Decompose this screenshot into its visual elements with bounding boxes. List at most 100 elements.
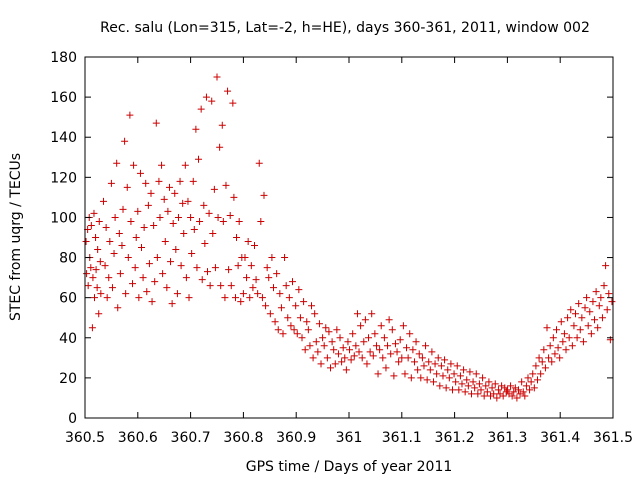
data-point <box>293 330 301 338</box>
data-point <box>217 282 225 290</box>
data-point <box>586 308 594 316</box>
data-point <box>90 209 98 217</box>
data-point <box>269 284 277 292</box>
data-point <box>584 322 592 330</box>
data-point <box>325 328 333 336</box>
data-point <box>243 274 251 282</box>
data-point <box>597 294 605 302</box>
data-point <box>450 370 458 378</box>
data-point <box>562 346 570 354</box>
data-point <box>172 246 180 254</box>
data-point <box>124 254 132 262</box>
data-point <box>95 217 103 225</box>
y-tick-label: 100 <box>50 210 77 226</box>
data-point <box>518 378 526 386</box>
data-point <box>320 342 328 350</box>
data-point <box>179 199 187 207</box>
data-point <box>89 274 97 282</box>
data-point <box>160 195 168 203</box>
x-tick-label: 361.2 <box>435 430 475 446</box>
data-point <box>184 197 192 205</box>
data-point <box>246 294 254 302</box>
data-point <box>282 282 290 290</box>
x-tick-label: 361 <box>336 430 363 446</box>
data-point <box>317 360 325 368</box>
data-point <box>105 274 113 282</box>
data-point <box>485 378 493 386</box>
data-point <box>122 290 130 298</box>
data-point <box>87 264 95 272</box>
data-point <box>190 225 198 233</box>
data-point <box>181 161 189 169</box>
data-point <box>391 340 399 348</box>
data-point <box>434 354 442 362</box>
data-point <box>167 258 175 266</box>
data-point <box>263 264 271 272</box>
data-point <box>448 386 456 394</box>
data-point <box>143 288 151 296</box>
data-point <box>300 298 308 306</box>
data-point <box>147 189 155 197</box>
data-point <box>493 394 501 402</box>
data-point <box>379 354 387 362</box>
data-point <box>460 366 468 374</box>
data-point <box>334 350 342 358</box>
data-point <box>425 358 433 366</box>
data-point <box>255 159 263 167</box>
data-point <box>118 242 126 250</box>
data-point <box>395 358 403 366</box>
data-point <box>119 205 127 213</box>
x-tick-label: 360.8 <box>223 430 263 446</box>
data-point <box>388 326 396 334</box>
data-point <box>441 356 449 364</box>
y-tick-label: 160 <box>50 90 77 106</box>
data-point <box>222 181 230 189</box>
data-point <box>260 191 268 199</box>
data-point <box>507 382 515 390</box>
data-point <box>252 276 260 284</box>
data-point <box>314 348 322 356</box>
data-point <box>221 294 229 302</box>
data-point <box>308 302 316 310</box>
data-point <box>239 290 247 298</box>
data-point <box>374 370 382 378</box>
data-point <box>530 384 538 392</box>
data-point <box>494 386 502 394</box>
data-point <box>198 276 206 284</box>
data-point <box>475 380 483 388</box>
data-point <box>522 382 530 390</box>
data-point <box>605 290 613 298</box>
data-point <box>499 392 507 400</box>
data-point <box>303 318 311 326</box>
data-point <box>249 284 257 292</box>
data-point <box>268 254 276 262</box>
data-point <box>233 234 241 241</box>
data-point <box>360 338 368 346</box>
data-point <box>579 338 587 346</box>
data-point <box>445 374 453 382</box>
data-point <box>461 388 469 396</box>
data-point <box>363 360 371 368</box>
data-point <box>145 260 153 268</box>
data-point <box>568 342 576 350</box>
data-point <box>182 274 190 282</box>
data-point <box>226 211 234 219</box>
data-point <box>439 372 447 380</box>
data-point <box>83 270 91 278</box>
data-point <box>543 324 551 332</box>
data-point <box>165 183 173 191</box>
data-point <box>355 348 363 356</box>
data-point <box>174 213 182 221</box>
data-point <box>338 358 346 366</box>
data-point <box>350 352 358 360</box>
data-point <box>344 338 352 346</box>
data-point <box>403 344 411 352</box>
data-point <box>358 354 366 362</box>
data-point <box>88 324 96 332</box>
data-point <box>589 298 597 306</box>
data-point <box>336 334 344 342</box>
data-point <box>404 354 412 362</box>
data-point <box>126 111 134 119</box>
data-point <box>107 179 115 187</box>
